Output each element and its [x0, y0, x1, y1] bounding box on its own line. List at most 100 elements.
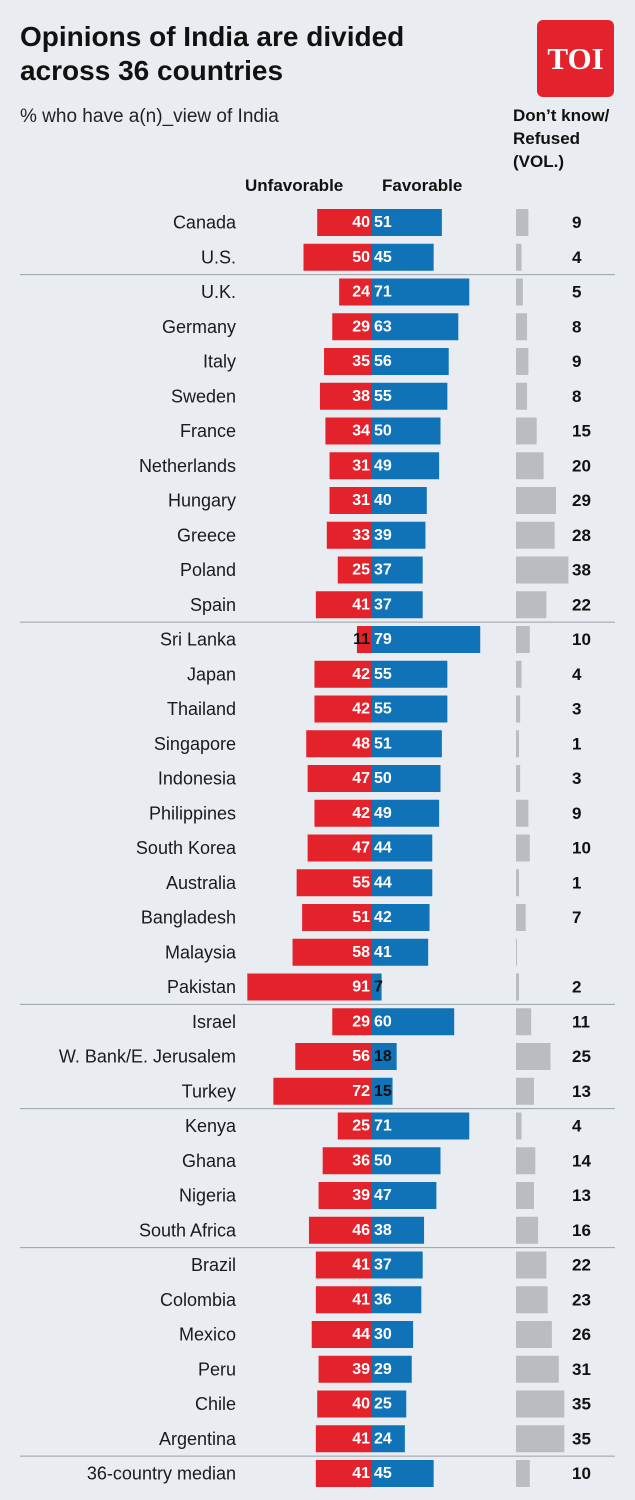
category-label-greece: Greece	[177, 525, 236, 545]
dont-know-value-sweden: 8	[572, 387, 581, 406]
favorable-value-argentina: 24	[374, 1430, 392, 1447]
unfavorable-bar-argentina	[315, 1425, 372, 1453]
unfavorable-value-u-s: 50	[352, 249, 370, 266]
unfavorable-value-thailand: 42	[352, 701, 370, 718]
favorable-bar-sri-lanka	[372, 626, 481, 653]
unfavorable-value-canada: 40	[352, 214, 370, 231]
unfavorable-bar-south-korea	[307, 834, 372, 862]
favorable-bar-thailand	[372, 695, 448, 723]
unfavorable-bar-germany	[332, 313, 372, 341]
favorable-value-ghana: 50	[374, 1152, 392, 1169]
dont-know-value-south-africa: 16	[572, 1221, 591, 1240]
unfavorable-value-italy: 35	[352, 353, 370, 370]
dont-know-bar-chile	[516, 1390, 565, 1418]
favorable-bar-turkey	[372, 1077, 393, 1105]
favorable-bar-malaysia	[372, 938, 429, 966]
dont-know-bar-mexico	[516, 1321, 552, 1348]
favorable-bar-sweden	[372, 382, 448, 410]
dont-know-bar-thailand	[516, 695, 521, 723]
dont-know-value-netherlands: 20	[572, 456, 591, 475]
unfavorable-bar-singapore	[306, 730, 372, 758]
unfavorable-bar-japan	[314, 660, 372, 688]
unfavorable-bar-ghana	[322, 1147, 372, 1175]
unfavorable-bar-hungary	[329, 487, 372, 514]
favorable-bar-italy	[372, 348, 449, 375]
favorable-value-brazil: 37	[374, 1257, 392, 1274]
unfavorable-value-mexico: 44	[352, 1326, 370, 1343]
favorable-value-peru: 29	[374, 1361, 392, 1378]
dont-know-bar-argentina	[516, 1425, 565, 1453]
category-label-sweden: Sweden	[171, 386, 236, 406]
dont-know-bar-south-africa	[516, 1216, 539, 1244]
category-label-poland: Poland	[180, 560, 236, 580]
dont-know-value-brazil: 22	[572, 1256, 591, 1275]
favorable-value-malaysia: 41	[374, 944, 392, 961]
unfavorable-value-sri-lanka: 11	[353, 631, 370, 648]
favorable-value-australia: 44	[374, 874, 392, 891]
category-label-japan: Japan	[187, 664, 236, 684]
dont-know-bar-u-s	[516, 243, 522, 271]
dont-know-value-turkey: 13	[572, 1082, 591, 1101]
favorable-bar-spain	[372, 591, 423, 619]
dont-know-bar-brazil	[516, 1251, 547, 1279]
unfavorable-value-u-k: 24	[352, 284, 370, 301]
dont-know-bar-poland	[516, 556, 569, 584]
unfavorable-value-kenya: 25	[352, 1118, 370, 1135]
favorable-value-nigeria: 47	[374, 1187, 392, 1204]
favorable-value-bangladesh: 42	[374, 909, 392, 926]
favorable-value-sri-lanka: 79	[374, 631, 392, 648]
unfavorable-bar-south-africa	[308, 1216, 372, 1244]
dont-know-bar-w-bank-e-jerusalem	[516, 1043, 551, 1070]
unfavorable-value-bangladesh: 51	[352, 909, 370, 926]
favorable-value-mexico: 30	[374, 1326, 392, 1343]
favorable-bar-colombia	[372, 1286, 422, 1314]
category-label-mexico: Mexico	[179, 1325, 236, 1345]
dont-know-value-japan: 4	[572, 665, 582, 684]
favorable-bar-greece	[372, 521, 426, 549]
unfavorable-value-japan: 42	[352, 666, 370, 683]
unfavorable-bar-u-s	[303, 243, 372, 271]
unfavorable-bar-nigeria	[318, 1182, 372, 1209]
favorable-value-germany: 63	[374, 318, 392, 335]
unfavorable-value-germany: 29	[352, 318, 370, 335]
dont-know-value-peru: 31	[572, 1360, 591, 1379]
unfavorable-bar-malaysia	[292, 938, 372, 966]
favorable-value-turkey: 15	[374, 1083, 392, 1100]
dont-know-bar-nigeria	[516, 1182, 534, 1209]
unfavorable-value-hungary: 31	[352, 492, 370, 509]
favorable-bar-south-korea	[372, 834, 433, 862]
unfavorable-bar-colombia	[315, 1286, 372, 1314]
unfavorable-value-chile: 40	[352, 1396, 370, 1413]
unfavorable-bar-greece	[326, 521, 372, 549]
category-label-spain: Spain	[190, 595, 236, 615]
unfavorable-bar-peru	[318, 1355, 372, 1383]
favorable-bar-kenya	[372, 1112, 470, 1140]
favorable-bar-argentina	[372, 1425, 405, 1453]
unfavorable-value-australia: 55	[352, 874, 370, 891]
dont-know-value-poland: 38	[572, 561, 591, 580]
unfavorable-bar-w-bank-e-jerusalem	[295, 1043, 372, 1070]
favorable-bar-france	[372, 417, 441, 445]
dont-know-value-indonesia: 3	[572, 769, 581, 788]
dont-know-bar-japan	[516, 660, 522, 688]
chart-title: Opinions of India are divided across 36 …	[20, 21, 405, 86]
category-label-colombia: Colombia	[160, 1290, 237, 1310]
favorable-value-philippines: 49	[374, 805, 392, 822]
dont-know-value-italy: 9	[572, 352, 581, 371]
favorable-bar-israel	[372, 1008, 455, 1036]
favorable-bar-south-africa	[372, 1216, 425, 1244]
category-label-hungary: Hungary	[168, 491, 236, 511]
dont-know-value-canada: 9	[572, 213, 581, 232]
dont-know-value-nigeria: 13	[572, 1186, 591, 1205]
dont-know-bar-south-korea	[516, 834, 530, 862]
category-label-germany: Germany	[162, 317, 236, 337]
unfavorable-bar-mexico	[311, 1321, 372, 1348]
dont-know-value-greece: 28	[572, 526, 591, 545]
dont-know-bar-australia	[516, 869, 519, 897]
category-label-w-bank-e-jerusalem: W. Bank/E. Jerusalem	[59, 1047, 236, 1067]
unfavorable-bar-spain	[315, 591, 372, 619]
dont-know-value-u-s: 4	[572, 248, 582, 267]
dont-know-bar-sri-lanka	[516, 626, 530, 653]
dont-know-value-australia: 1	[572, 873, 581, 892]
